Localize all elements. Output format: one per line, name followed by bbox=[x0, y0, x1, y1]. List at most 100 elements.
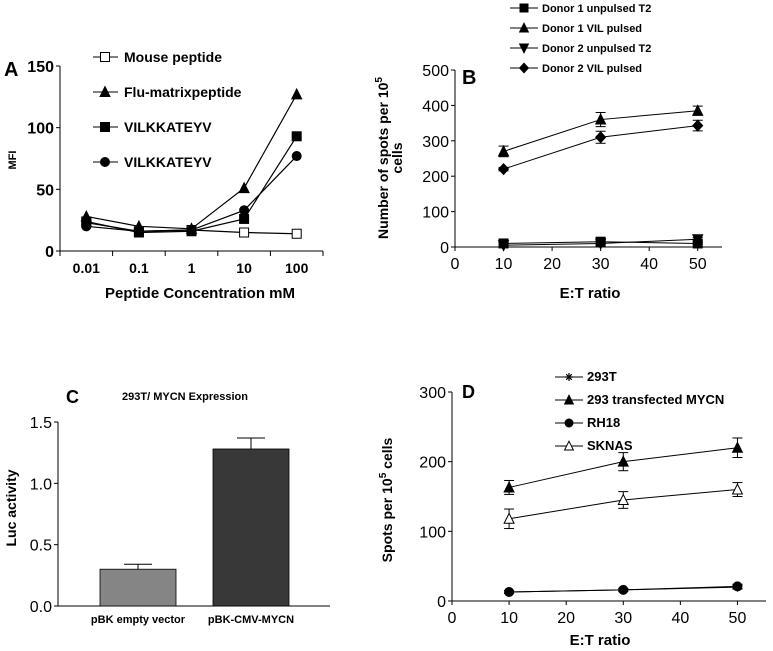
x-tick-label: 20 bbox=[557, 610, 575, 627]
x-tick-label: 10 bbox=[236, 260, 252, 276]
x-tick-label: 0.1 bbox=[129, 260, 149, 276]
data-point bbox=[497, 144, 510, 157]
series-1: Mouse peptide bbox=[81, 49, 302, 239]
panel-d-ylabel-pre: Spots per 10 bbox=[379, 478, 395, 562]
legend-marker bbox=[518, 22, 530, 33]
legend-marker bbox=[563, 440, 575, 451]
y-tick-label: 500 bbox=[422, 63, 449, 80]
data-point bbox=[291, 151, 302, 162]
data-point bbox=[290, 87, 303, 100]
data-point bbox=[691, 104, 704, 116]
data-point bbox=[594, 113, 607, 125]
data-point bbox=[618, 584, 629, 595]
x-tick-label: 50 bbox=[689, 256, 707, 273]
legend-label: RH18 bbox=[587, 415, 620, 430]
legend-marker bbox=[563, 394, 575, 405]
legend-marker bbox=[518, 43, 530, 54]
data-point bbox=[503, 480, 515, 493]
panel-a-ylabel: MFI bbox=[7, 151, 19, 170]
x-tick-label: 100 bbox=[285, 260, 309, 276]
y-tick-label: 300 bbox=[419, 385, 446, 402]
x-tick-label: 0 bbox=[451, 256, 460, 273]
panel-b-ylabel-line1: Number of spots per 10 bbox=[375, 82, 391, 239]
data-point bbox=[691, 234, 704, 246]
data-point bbox=[503, 512, 515, 524]
legend-label: VILKKATEYV bbox=[124, 154, 212, 170]
data-point bbox=[732, 581, 743, 592]
data-point bbox=[291, 131, 302, 142]
panel-b-chart: B Number of spots per 105 cells E:T ratio… bbox=[374, 3, 722, 302]
data-point bbox=[504, 586, 515, 597]
data-point bbox=[239, 205, 250, 216]
bar-1 bbox=[99, 568, 177, 607]
data-point bbox=[692, 119, 704, 132]
panel-d-ylabel-sup: 5 bbox=[378, 472, 389, 478]
y-tick-label: 150 bbox=[27, 59, 54, 76]
data-point bbox=[497, 162, 510, 176]
panel-c-ylabel: Luc activity bbox=[3, 469, 19, 546]
data-point bbox=[594, 238, 607, 250]
series-3: VILKKATEYV bbox=[81, 119, 302, 238]
series-4: SKNAS bbox=[503, 438, 744, 530]
y-tick-label: 100 bbox=[419, 524, 446, 541]
legend-label: Mouse peptide bbox=[124, 49, 222, 65]
series-2: Donor 1 VIL pulsed bbox=[497, 22, 704, 158]
data-point bbox=[238, 181, 250, 194]
y-tick-label: 0.0 bbox=[30, 599, 52, 616]
panel-a-letter: A bbox=[4, 59, 18, 81]
x-tick-label: 30 bbox=[614, 610, 632, 627]
y-tick-label: 100 bbox=[27, 121, 54, 138]
data-point bbox=[497, 240, 510, 252]
panel-c-letter: C bbox=[66, 387, 79, 407]
series-3: RH18 bbox=[504, 415, 743, 597]
x-tick-label: 0.01 bbox=[73, 260, 100, 276]
data-point bbox=[731, 441, 744, 453]
x-tick-label: 30 bbox=[592, 256, 610, 273]
legend-marker bbox=[565, 373, 573, 381]
x-tick-label: 40 bbox=[640, 256, 658, 273]
series-2: 293 transfected MYCN bbox=[503, 392, 744, 495]
legend-marker bbox=[518, 62, 530, 74]
legend-marker bbox=[100, 157, 110, 167]
legend-marker bbox=[564, 418, 574, 428]
legend-label: Donor 2 VIL pulsed bbox=[542, 63, 642, 75]
data-point bbox=[133, 226, 144, 237]
legend-label: Flu-matrixpeptide bbox=[124, 84, 242, 100]
y-tick-label: 0 bbox=[437, 594, 446, 611]
legend-label: 293 transfected MYCN bbox=[587, 392, 724, 407]
panel-b-ylabel-line2: cells bbox=[389, 142, 405, 173]
data-point bbox=[239, 227, 250, 238]
panel-d-xlabel: E:T ratio bbox=[570, 632, 631, 649]
legend-label: VILKKATEYV bbox=[124, 119, 212, 135]
y-tick-label: 200 bbox=[419, 455, 446, 472]
panel-c-title: 293T/ MYCN Expression bbox=[122, 391, 248, 403]
legend-label: Donor 1 VIL pulsed bbox=[542, 23, 642, 35]
panel-d-ylabel: Spots per 105 cells bbox=[378, 437, 395, 562]
panel-a-chart: A MFI Peptide Concentration mM 0 50 100 150… bbox=[4, 49, 324, 302]
bar-2 bbox=[212, 448, 290, 607]
data-point bbox=[81, 221, 92, 232]
data-point bbox=[617, 493, 630, 505]
data-point bbox=[731, 483, 744, 495]
panel-d-ylabel-post: cells bbox=[379, 437, 395, 472]
x-tick-label: 1 bbox=[188, 260, 196, 276]
legend-marker bbox=[99, 85, 111, 97]
legend-marker bbox=[100, 122, 110, 132]
panel-d-letter: D bbox=[462, 382, 475, 402]
series-4: VILKKATEYV bbox=[81, 151, 302, 237]
y-tick-label: 50 bbox=[36, 182, 54, 199]
panel-b-ylabel: Number of spots per 105 cells bbox=[374, 77, 405, 239]
series-3: Donor 2 unpulsed T2 bbox=[497, 43, 704, 252]
legend-label: SKNAS bbox=[587, 438, 633, 453]
legend-marker bbox=[519, 3, 529, 13]
x-tick-label: pBK-CMV-MYCN bbox=[208, 614, 294, 626]
data-point bbox=[186, 225, 197, 236]
y-tick-label: 400 bbox=[422, 98, 449, 115]
panel-b-letter: B bbox=[462, 67, 476, 89]
panel-b-xlabel: E:T ratio bbox=[560, 285, 621, 302]
y-tick-label: 200 bbox=[422, 169, 449, 186]
y-tick-label: 300 bbox=[422, 134, 449, 151]
y-tick-label: 1.5 bbox=[30, 415, 52, 432]
legend-label: 293T bbox=[587, 369, 617, 384]
